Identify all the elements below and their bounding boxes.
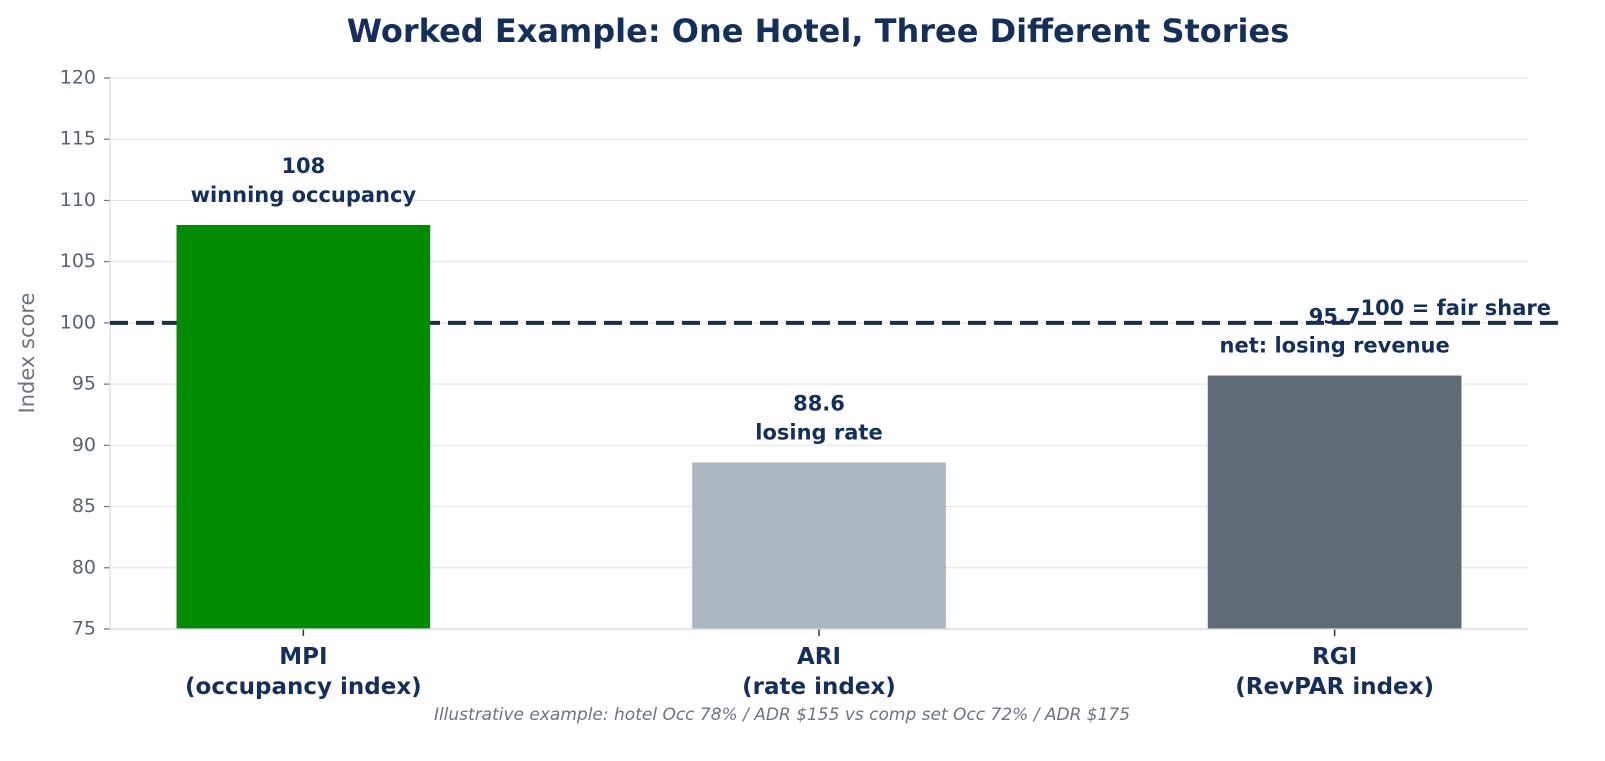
bar	[692, 462, 946, 629]
x-tick-label: RGI (RevPAR index)	[1235, 644, 1434, 700]
value-label: 88.6	[793, 391, 845, 415]
bar	[1207, 375, 1462, 629]
value-label: 95.7	[1309, 305, 1361, 329]
y-tick-label: 90	[72, 434, 96, 456]
x-tick-label: MPI (occupancy index)	[185, 644, 422, 700]
y-tick-label: 110	[60, 189, 96, 211]
chart-title: Worked Example: One Hotel, Three Differe…	[347, 12, 1290, 50]
annotation: losing rate	[755, 420, 882, 444]
x-tick-label: ARI (rate index)	[742, 644, 896, 700]
y-axis-label: Index score	[15, 293, 39, 414]
y-tick-label: 85	[72, 495, 96, 517]
y-tick-label: 100	[60, 311, 96, 333]
y-tick-label: 75	[72, 618, 96, 640]
value-label: 108	[281, 154, 325, 178]
bar	[176, 224, 431, 629]
annotation: net: losing revenue	[1220, 334, 1450, 358]
y-tick-label: 120	[60, 67, 96, 89]
y-tick-label: 95	[72, 373, 96, 395]
y-tick-label: 80	[72, 556, 96, 578]
y-tick-label: 105	[60, 250, 96, 272]
y-tick-label: 115	[60, 128, 96, 150]
annotation: winning occupancy	[191, 183, 417, 207]
footnote: Illustrative example: hotel Occ 78% / AD…	[434, 705, 1130, 725]
reference-label: 100 = fair share	[1361, 296, 1551, 320]
